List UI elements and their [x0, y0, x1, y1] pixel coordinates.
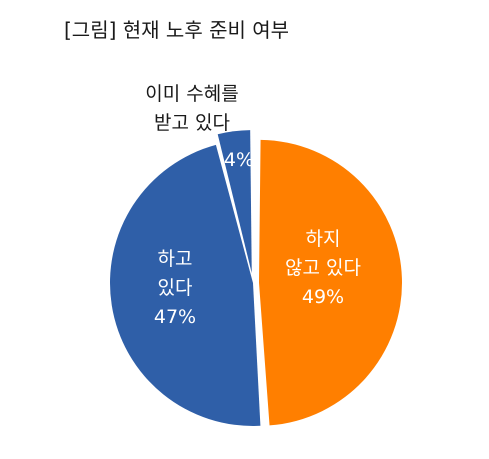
- pie-slice-2: [217, 130, 252, 274]
- slice-value-label-2: 4%: [224, 149, 254, 171]
- slice-label-0-1: 않고 있다: [285, 257, 361, 279]
- slice-value-label-0: 49%: [302, 286, 344, 308]
- pie-slice-0: [258, 139, 402, 426]
- slice-label-0-0: 하지: [306, 228, 341, 250]
- slice-value-label-1: 47%: [154, 306, 196, 328]
- pie-slice-1: [109, 144, 261, 427]
- slice-label-1-1: 있다: [158, 277, 193, 299]
- slice-label-2-0: 이미 수혜를: [145, 83, 238, 105]
- slice-label-1-0: 하고: [158, 248, 193, 270]
- slice-label-2-1: 받고 있다: [154, 112, 230, 134]
- chart-title: [그림] 현재 노후 준비 여부: [64, 18, 290, 42]
